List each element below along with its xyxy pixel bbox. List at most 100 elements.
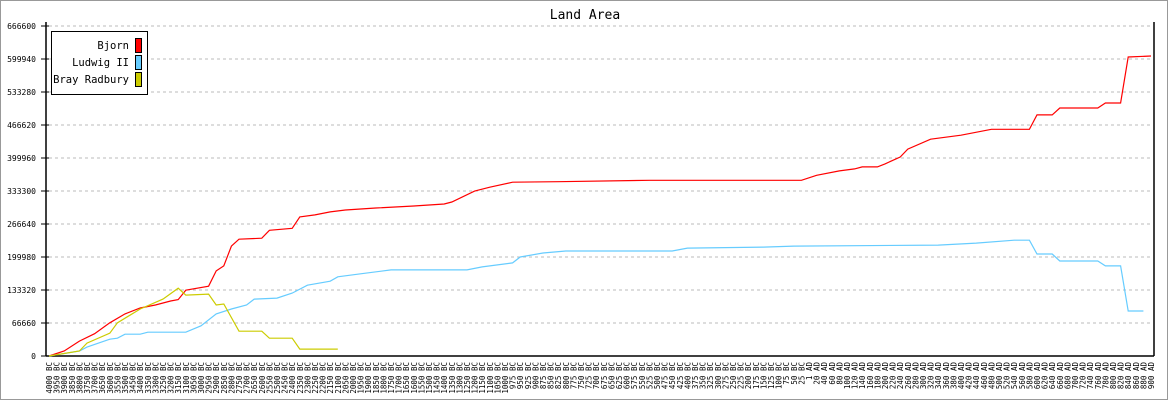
x-tick-label: 800 BC [562,362,571,389]
x-tick-label: 280 AD [911,362,920,390]
x-tick-label: 700 BC [592,362,601,389]
x-tick-label: 525 BC [645,362,654,389]
x-tick-label: 820 AD [1117,362,1126,390]
x-tick-label: 2500 BC [273,362,282,394]
x-tick-label: 925 BC [524,362,533,389]
x-tick-label: 1450 BC [433,362,442,394]
x-tick-label: 500 AD [995,362,1004,390]
x-tick-label: 480 AD [987,362,996,390]
x-tick-label: 1600 BC [410,362,419,394]
x-tick-label: 350 BC [699,362,708,389]
x-tick-label: 500 BC [653,362,662,389]
x-tick-label: 2100 BC [334,362,343,394]
x-tick-label: 1050 BC [493,362,502,394]
x-tick-label: 840 AD [1124,362,1133,390]
x-tick-label: 300 AD [919,362,928,390]
x-tick-label: 60 AD [828,362,837,385]
x-tick-label: 860 AD [1132,362,1141,390]
x-tick-label: 120 AD [851,362,860,390]
x-tick-label: 3450 BC [129,362,138,394]
x-tick-label: 440 AD [972,362,981,390]
x-tick-label: 875 BC [539,362,548,389]
x-tick-label: 900 BC [531,362,540,389]
x-tick-label: 560 AD [1018,362,1027,390]
x-tick-label: 2150 BC [326,362,335,394]
x-tick-label: 150 BC [759,362,768,389]
y-tick-label: 133320 [7,286,36,295]
legend-label: Ludwig II [72,57,129,69]
x-tick-label: 3500 BC [121,362,130,394]
x-tick-label: 2550 BC [265,362,274,394]
x-tick-label: 240 AD [896,362,905,390]
y-tick-label: 333300 [7,187,36,196]
x-tick-label: 475 BC [661,362,670,389]
x-tick-label: 260 AD [904,362,913,390]
x-tick-label: 1350 BC [448,362,457,394]
x-tick-label: 1 AD [805,362,814,381]
y-tick-label: 599940 [7,55,36,64]
x-tick-label: 2050 BC [341,362,350,394]
x-tick-label: 2000 BC [349,362,358,394]
x-tick-label: 425 BC [676,362,685,389]
x-tick-label: 720 AD [1079,362,1088,390]
x-tick-label: 325 BC [706,362,715,389]
x-tick-label: 340 AD [934,362,943,390]
y-tick-label: 466620 [7,121,36,130]
x-tick-label: 1100 BC [486,362,495,394]
x-tick-label: 850 BC [547,362,556,389]
x-tick-label: 1500 BC [425,362,434,394]
x-tick-label: 160 AD [866,362,875,390]
x-tick-label: 540 AD [1010,362,1019,390]
x-tick-label: 3750 BC [83,362,92,394]
x-tick-label: 640 AD [1048,362,1057,390]
x-tick-label: 600 AD [1033,362,1042,390]
y-tick-label: 666600 [7,22,36,31]
x-tick-label: 50 BC [790,362,799,385]
legend-label: Bray Radbury [53,74,129,86]
x-tick-label: 2800 BC [227,362,236,394]
x-tick-label: 420 AD [965,362,974,390]
x-tick-label: 40 AD [820,362,829,385]
series-line-bray-radbury [48,287,338,357]
x-tick-label: 220 AD [889,362,898,390]
x-tick-label: 3850 BC [68,362,77,394]
x-tick-label: 225 BC [737,362,746,389]
x-tick-label: 450 BC [668,362,677,389]
x-tick-label: 725 BC [585,362,594,389]
x-tick-label: 2900 BC [212,362,221,394]
x-tick-label: 3050 BC [189,362,198,394]
x-tick-label: 180 AD [873,362,882,390]
x-tick-label: 1000 BC [501,362,510,394]
x-tick-label: 3900 BC [60,362,69,394]
x-tick-label: 2450 BC [281,362,290,394]
x-tick-label: 600 BC [623,362,632,389]
y-tick-label: 533280 [7,88,36,97]
y-tick-label: 66660 [12,319,36,328]
x-tick-label: 2200 BC [319,362,328,394]
x-tick-label: 3300 BC [151,362,160,394]
x-tick-label: 3000 BC [197,362,206,394]
x-tick-label: 575 BC [630,362,639,389]
x-tick-label: 750 BC [577,362,586,389]
x-tick-label: 625 BC [615,362,624,389]
x-tick-label: 775 BC [569,362,578,389]
x-tick-label: 1950 BC [357,362,366,394]
x-tick-label: 3250 BC [159,362,168,394]
x-tick-label: 3800 BC [75,362,84,394]
x-tick-label: 275 BC [721,362,730,389]
grid-lines [49,25,1153,324]
x-tick-label: 680 AD [1063,362,1072,390]
x-tick-label: 1300 BC [455,362,464,394]
x-tick-label: 1650 BC [402,362,411,394]
x-tick-label: 4000 BC [45,362,54,394]
legend-box [51,31,148,95]
y-tick-label: 199980 [7,253,36,262]
y-tick-label: 0 [31,352,36,361]
x-tick-label: 550 BC [638,362,647,389]
x-tick-label: 2950 BC [205,362,214,394]
x-tick-label: 1550 BC [417,362,426,394]
x-tick-label: 360 AD [942,362,951,390]
x-tick-label: 200 BC [744,362,753,389]
